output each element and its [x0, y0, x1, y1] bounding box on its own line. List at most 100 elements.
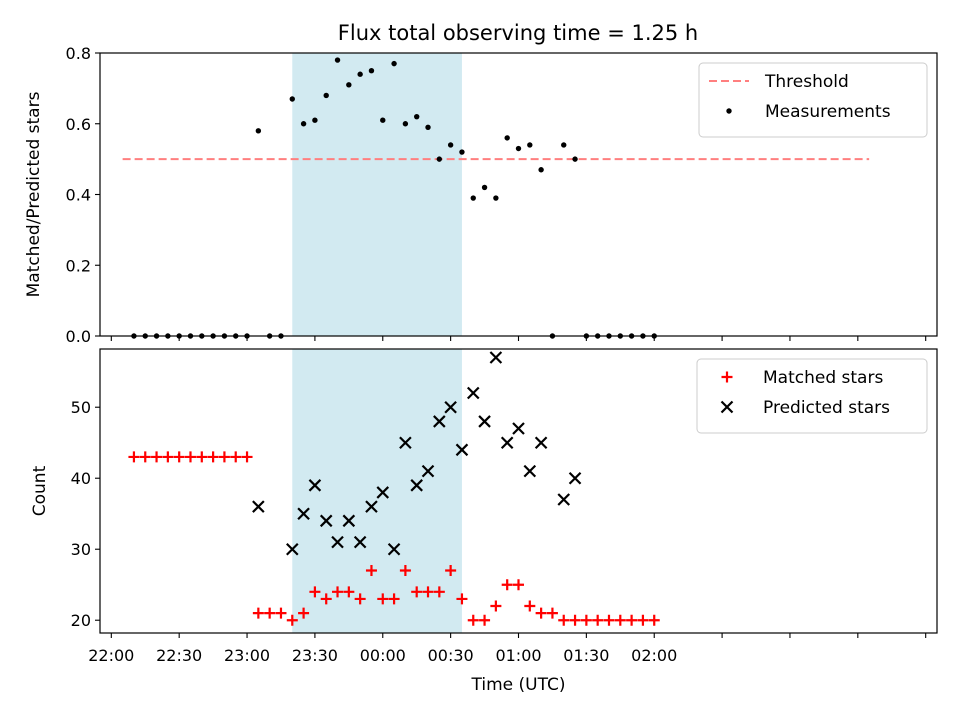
data-point [173, 451, 185, 463]
y-axis-label: Count [30, 465, 50, 516]
y-tick-label: 0.4 [66, 186, 91, 205]
data-point [128, 451, 140, 463]
data-point [504, 135, 510, 141]
x-tick-label: 00:00 [360, 646, 406, 665]
data-point [368, 67, 375, 74]
data-point [557, 493, 571, 506]
data-point [637, 614, 649, 626]
data-point [162, 451, 174, 463]
x-axis-label: Time (UTC) [471, 675, 566, 695]
data-point [490, 600, 502, 612]
data-point [444, 400, 457, 414]
data-point [365, 500, 378, 513]
y-tick-label: 0.2 [66, 256, 91, 275]
x-tick-label: 01:30 [563, 646, 609, 665]
data-point [436, 156, 443, 162]
data-point [421, 464, 435, 478]
data-point [388, 593, 400, 605]
legend: Threshold Measurements [698, 62, 928, 138]
data-point [391, 60, 397, 67]
data-point [614, 614, 626, 626]
data-point [411, 586, 423, 598]
data-point [399, 436, 412, 449]
data-point [377, 593, 389, 605]
series-matched-stars [128, 451, 660, 626]
y-tick-label: 40 [71, 469, 91, 488]
y-tick-label: 50 [71, 398, 91, 417]
data-point [342, 514, 356, 528]
y-axis-label: Matched/Predicted stars [24, 91, 44, 297]
x-tick-label: 02:00 [631, 646, 677, 665]
top-panel-ratio: 0.0 0.2 0.4 0.6 0.8 Matched/Predicted stars Th… [24, 44, 938, 346]
legend-label: Predicted stars [763, 398, 890, 418]
data-point [399, 565, 411, 577]
data-point [534, 436, 548, 449]
data-point [387, 542, 401, 556]
data-point [207, 451, 219, 463]
data-point [626, 614, 638, 626]
data-point [489, 351, 503, 364]
data-point [515, 145, 522, 152]
x-tick-label: 22:30 [156, 646, 202, 665]
data-point [527, 142, 533, 148]
data-point [230, 451, 242, 463]
data-point [603, 614, 615, 626]
y-tick-label: 20 [71, 611, 91, 630]
y-tick-label: 0.8 [66, 44, 91, 63]
data-point [196, 451, 208, 463]
data-point [648, 614, 660, 626]
legend-box [698, 62, 928, 138]
observing-window-shade [292, 53, 462, 336]
legend-label: Matched stars [763, 368, 883, 388]
legend-label: Measurements [765, 102, 891, 122]
data-point [459, 149, 465, 155]
data-point [481, 184, 488, 191]
data-point [479, 614, 491, 626]
data-point [380, 117, 386, 123]
data-point [538, 167, 544, 173]
data-point [425, 124, 431, 130]
data-point [264, 607, 276, 619]
x-tick-label: 01:00 [495, 646, 541, 665]
data-point [523, 464, 537, 478]
data-point [592, 614, 604, 626]
data-point [569, 614, 581, 626]
data-point [218, 451, 230, 463]
observing-window-shade [292, 349, 462, 633]
x-tick-label: 00:30 [428, 646, 474, 665]
chart-title: Flux total observing time = 1.25 h [338, 21, 698, 45]
data-point [572, 156, 578, 162]
data-point [308, 479, 322, 492]
data-point [365, 565, 377, 577]
data-point [139, 451, 151, 463]
data-point [447, 142, 454, 148]
data-point [535, 607, 547, 619]
data-point [500, 436, 514, 449]
y-tick-label: 30 [71, 540, 91, 559]
data-point [319, 514, 333, 528]
data-point [546, 607, 558, 619]
data-point [445, 565, 457, 577]
legend-marker-swatch [721, 371, 733, 383]
data-point [332, 586, 344, 598]
legend-marker-swatch [726, 108, 732, 114]
data-point [331, 535, 344, 549]
legend: Matched stars Predicted stars [696, 358, 928, 434]
data-point [184, 451, 196, 463]
data-point [275, 607, 287, 619]
data-point [286, 614, 298, 626]
data-point [255, 128, 262, 134]
data-point [414, 113, 420, 120]
data-point [343, 586, 355, 598]
data-point [580, 614, 592, 626]
data-point [513, 579, 524, 591]
data-point [312, 117, 318, 123]
legend-box [696, 358, 928, 434]
x-tick-label: 22:00 [88, 646, 134, 665]
data-point [568, 471, 582, 485]
data-point [561, 142, 567, 148]
series-predicted-stars [252, 351, 582, 556]
x-tick-label: 23:00 [224, 646, 270, 665]
legend-marker-swatch [720, 400, 734, 414]
